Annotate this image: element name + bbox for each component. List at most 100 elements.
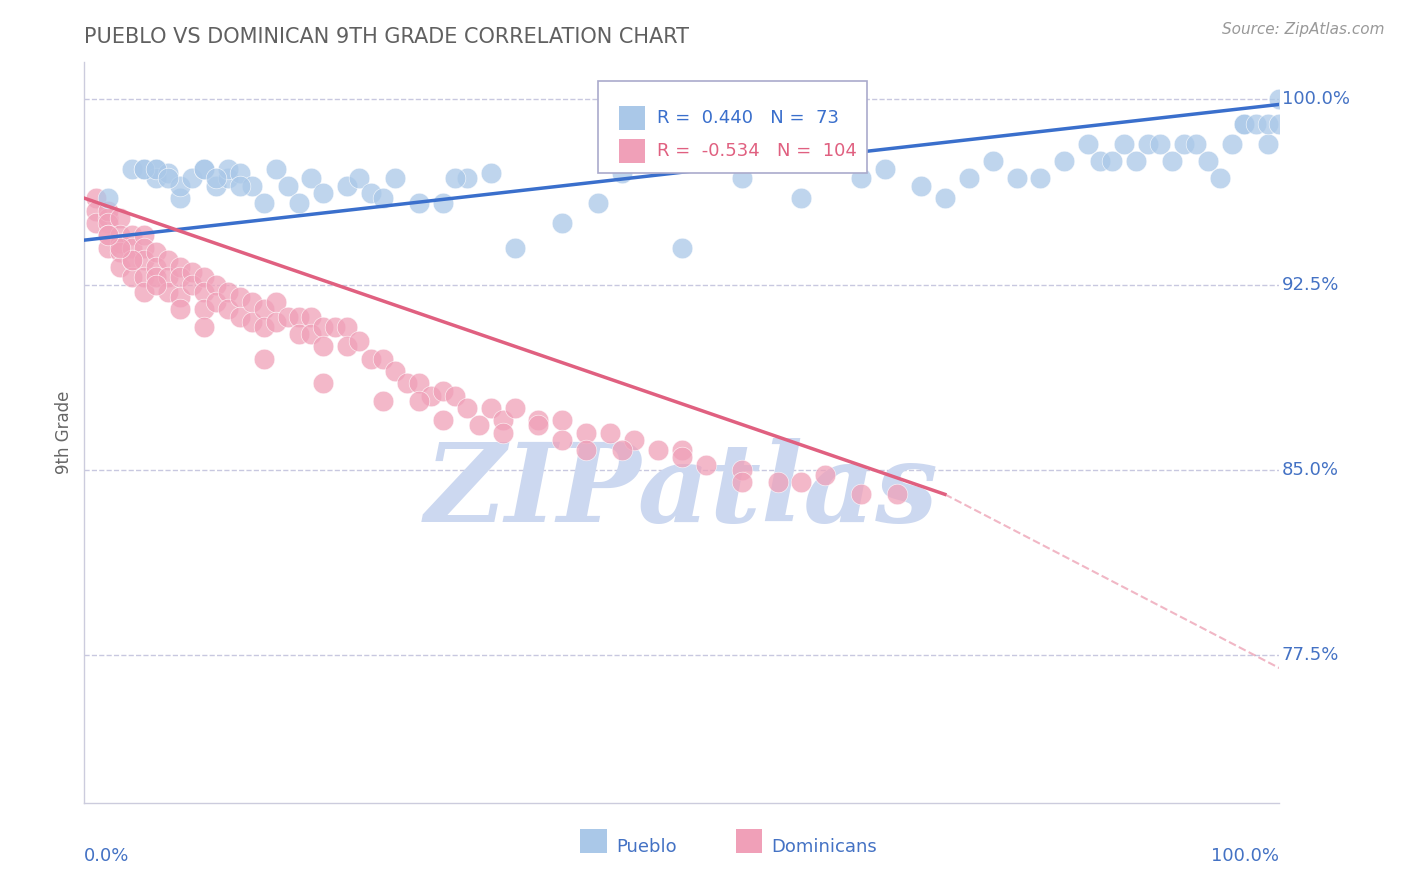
Bar <box>581 830 606 853</box>
Point <box>132 285 156 299</box>
Point <box>957 171 980 186</box>
Point <box>110 235 132 250</box>
Point <box>253 319 276 334</box>
Point <box>132 240 156 254</box>
Point <box>1137 136 1160 151</box>
Text: PUEBLO VS DOMINICAN 9TH GRADE CORRELATION CHART: PUEBLO VS DOMINICAN 9TH GRADE CORRELATIO… <box>84 27 689 47</box>
Point <box>132 161 156 176</box>
Point <box>86 216 108 230</box>
Point <box>253 351 276 366</box>
Point <box>205 277 228 292</box>
Point <box>86 203 108 218</box>
Point <box>384 171 406 186</box>
Point <box>396 376 419 391</box>
Point <box>468 418 491 433</box>
Point <box>97 228 120 243</box>
Point <box>612 442 634 457</box>
Point <box>121 228 143 243</box>
Point <box>110 245 132 260</box>
Point <box>349 171 371 186</box>
Point <box>1185 136 1208 151</box>
Point <box>229 290 252 304</box>
Point <box>886 487 908 501</box>
Point <box>193 302 215 317</box>
Point <box>288 196 311 211</box>
Point <box>145 270 167 285</box>
Point <box>1197 154 1219 169</box>
Point <box>157 270 180 285</box>
Point <box>527 413 550 427</box>
Point <box>444 171 467 186</box>
Point <box>193 285 215 299</box>
Point <box>503 401 526 415</box>
Point <box>121 240 143 254</box>
Bar <box>735 830 762 853</box>
Point <box>301 326 323 341</box>
Text: 92.5%: 92.5% <box>1282 276 1340 293</box>
Point <box>360 186 382 201</box>
Point <box>575 425 598 440</box>
Point <box>551 413 574 427</box>
Point <box>1125 154 1147 169</box>
Text: Source: ZipAtlas.com: Source: ZipAtlas.com <box>1222 22 1385 37</box>
Point <box>169 290 191 304</box>
Point <box>671 240 693 254</box>
Text: ZIPatlas: ZIPatlas <box>425 438 939 546</box>
Point <box>288 310 311 324</box>
Point <box>110 240 132 254</box>
Point <box>444 388 467 402</box>
Point <box>408 196 430 211</box>
Point <box>420 388 443 402</box>
Point <box>145 245 167 260</box>
Point <box>336 319 359 334</box>
Point <box>110 211 132 225</box>
Point <box>479 401 502 415</box>
Text: 77.5%: 77.5% <box>1282 646 1340 664</box>
Point <box>1029 171 1052 186</box>
Y-axis label: 9th Grade: 9th Grade <box>55 391 73 475</box>
Point <box>253 196 276 211</box>
Point <box>288 326 311 341</box>
Point <box>612 166 634 180</box>
Point <box>731 462 754 476</box>
Point <box>169 178 191 193</box>
Point <box>169 270 191 285</box>
Point <box>408 393 430 408</box>
Point <box>193 270 215 285</box>
Point <box>229 166 252 180</box>
Text: R =  0.440   N =  73: R = 0.440 N = 73 <box>657 109 839 127</box>
Point <box>312 339 335 353</box>
Point <box>432 413 454 427</box>
Text: 0.0%: 0.0% <box>84 847 129 865</box>
Point <box>277 178 299 193</box>
Point <box>157 252 180 267</box>
Point <box>110 228 132 243</box>
Point <box>217 161 239 176</box>
Point <box>217 171 239 186</box>
Text: R =  -0.534   N =  104: R = -0.534 N = 104 <box>657 143 856 161</box>
Point <box>1268 92 1291 106</box>
Text: Dominicans: Dominicans <box>772 838 877 856</box>
Point <box>312 376 335 391</box>
Point <box>97 240 120 254</box>
Point <box>145 260 167 275</box>
Point <box>157 171 180 186</box>
Point <box>527 418 550 433</box>
Point <box>181 171 204 186</box>
Point <box>432 384 454 398</box>
Point <box>1209 171 1232 186</box>
Point <box>408 376 430 391</box>
Point <box>1161 154 1184 169</box>
Point <box>349 334 371 349</box>
Point <box>121 270 143 285</box>
Point <box>551 216 574 230</box>
Point <box>301 310 323 324</box>
Point <box>240 178 263 193</box>
Point <box>132 228 156 243</box>
Point <box>132 161 156 176</box>
Point <box>86 191 108 205</box>
Point <box>121 252 143 267</box>
Point <box>121 161 143 176</box>
Point <box>1220 136 1243 151</box>
Point <box>456 401 478 415</box>
